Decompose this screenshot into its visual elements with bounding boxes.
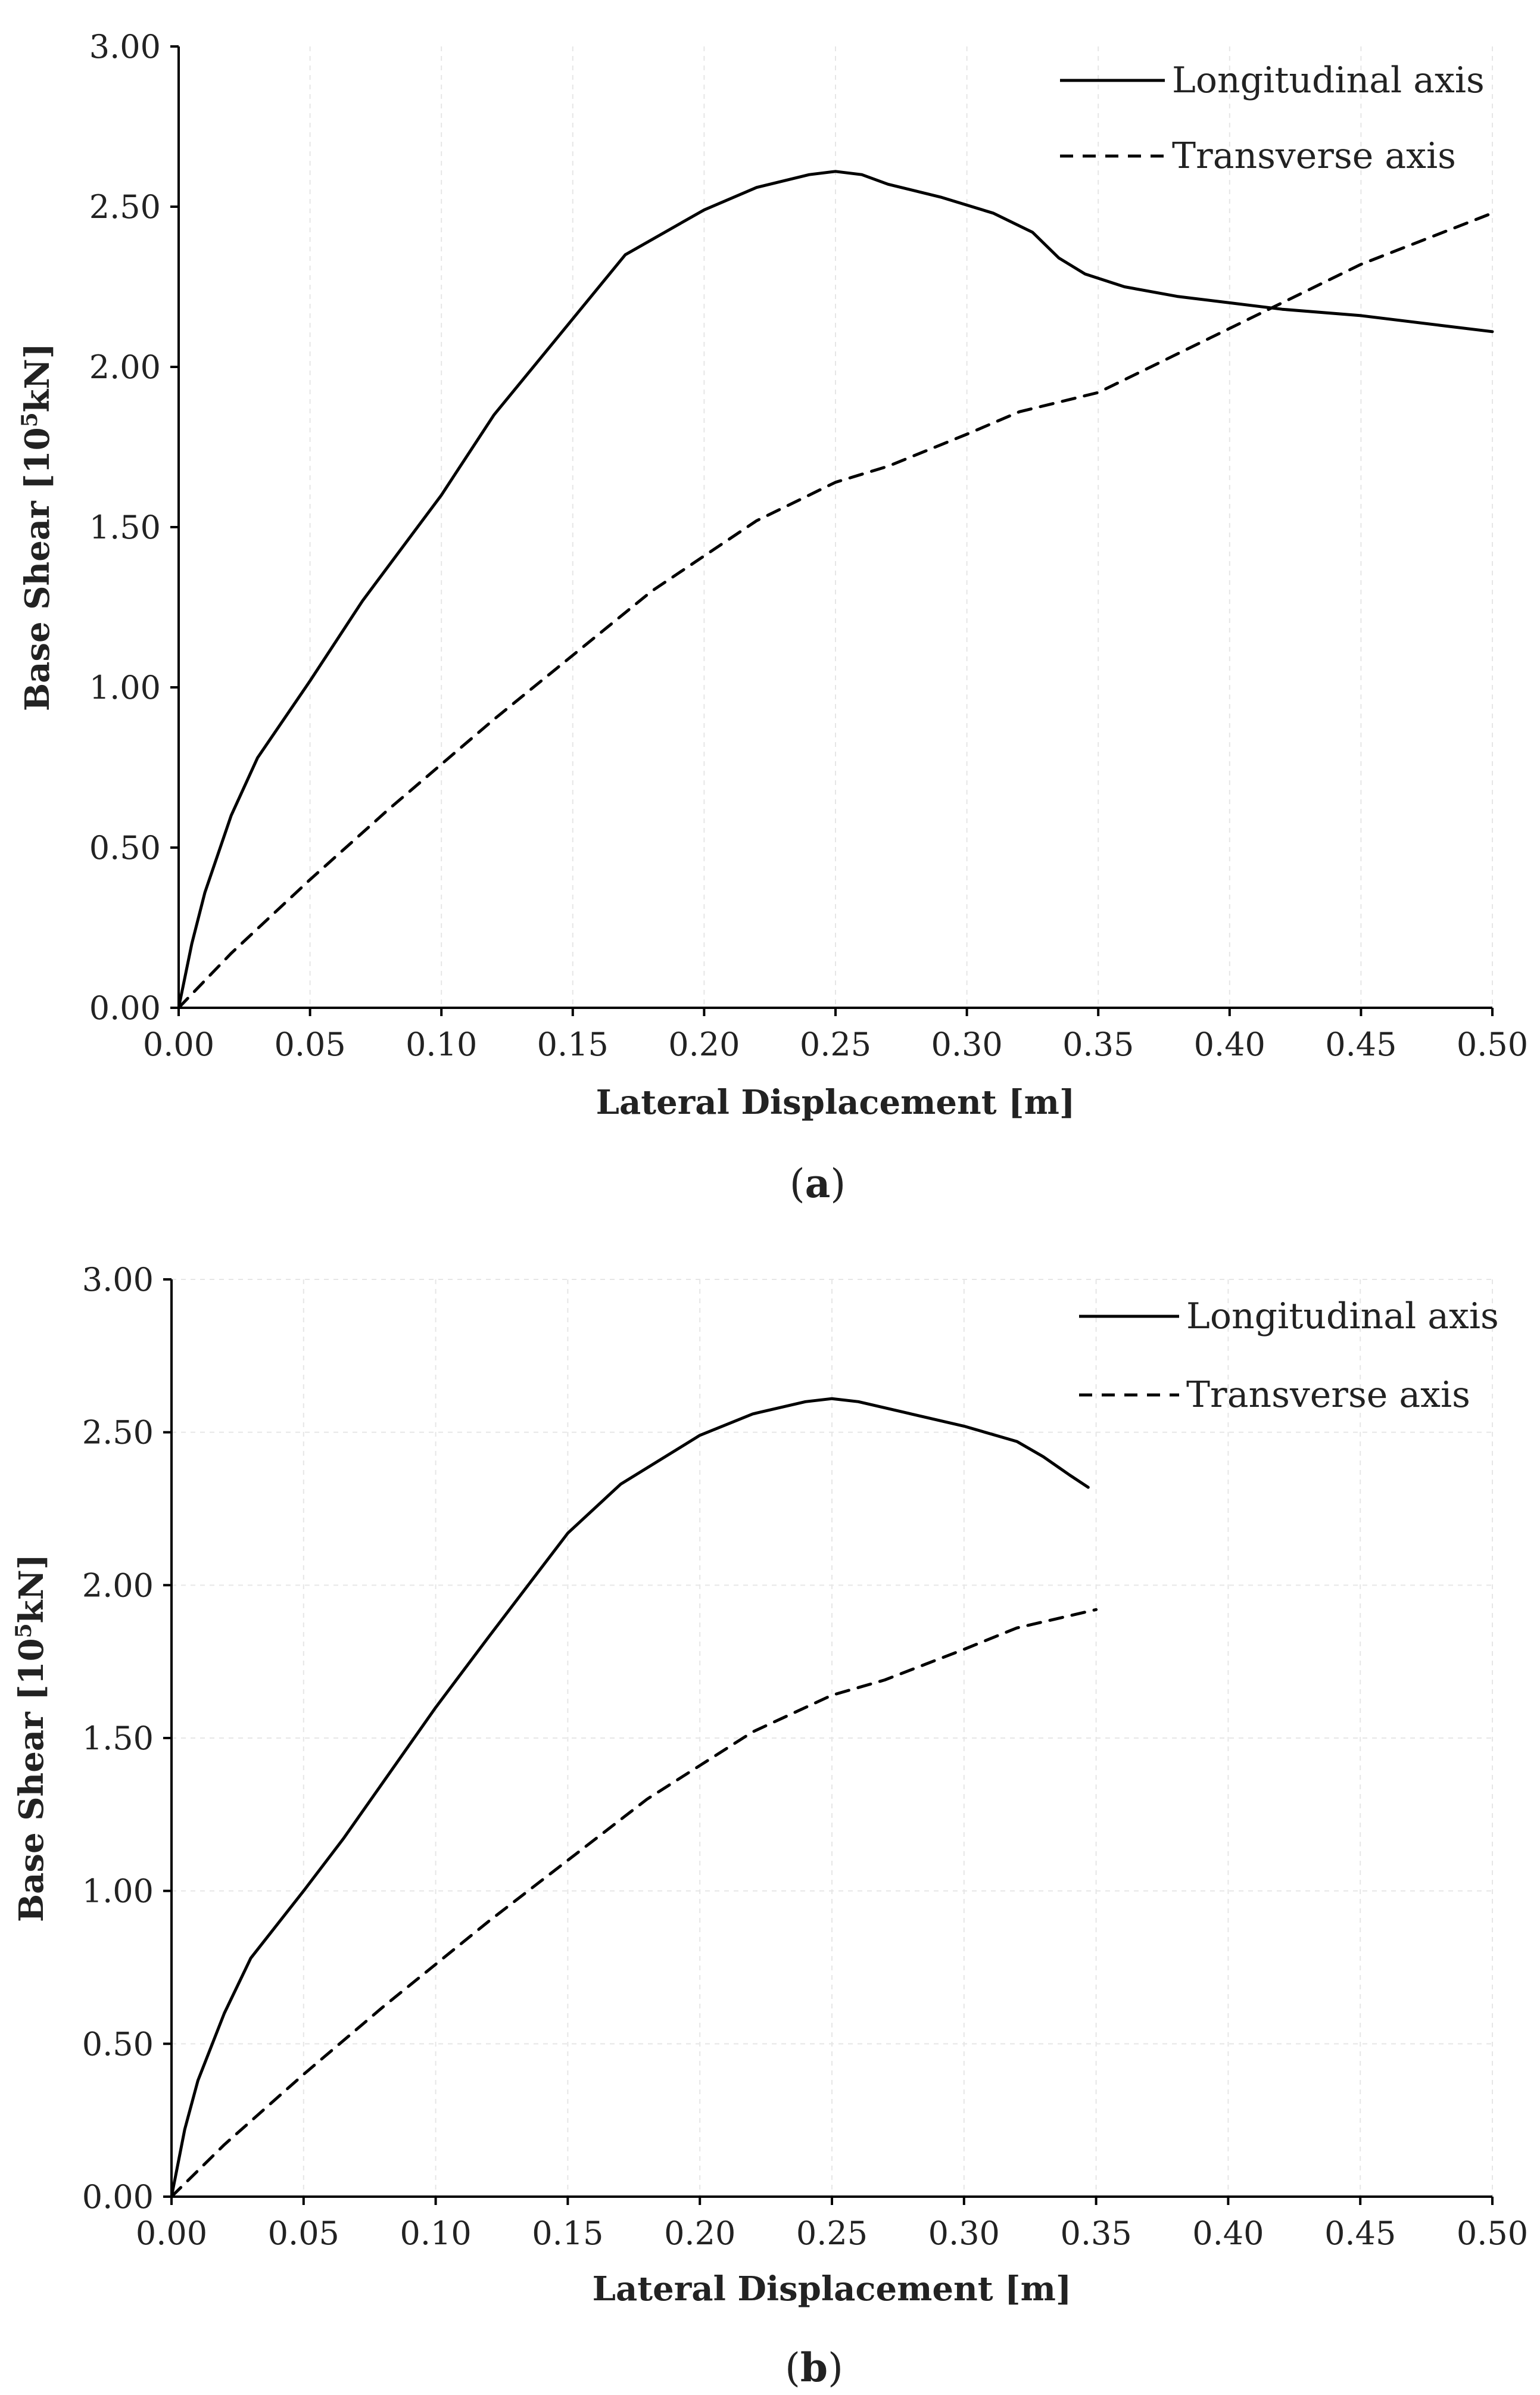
x-tick-label: 0.50	[1457, 1026, 1528, 1063]
legend-label: Transverse axis	[1172, 135, 1456, 177]
panel-caption: (b)	[785, 2344, 843, 2391]
chart-panel-b: 0.00 0.05 0.10 0.15 0.20 0.25 0.30 0.35 0.40 0.45…	[11, 1261, 1528, 2391]
x-tick-label: 0.35	[1060, 2215, 1131, 2252]
series-line-longitudinal-axis	[170, 1397, 1090, 2198]
x-tick-label: 0.30	[931, 1026, 1002, 1063]
y-tick-label: 0.50	[89, 829, 161, 867]
x-axis-title: Lateral Displacement [m]	[593, 2269, 1072, 2309]
caption-paren-open: (	[790, 1161, 805, 1207]
caption-letter: a	[805, 1160, 831, 1207]
x-tick-label: 0.00	[136, 2215, 207, 2252]
caption-paren-close: )	[830, 1161, 846, 1207]
legend-label: Transverse axis	[1186, 1374, 1470, 1416]
y-axis-title: Base Shear [105kN]	[11, 1554, 51, 1922]
y-tick-label: 1.50	[82, 1720, 154, 1757]
legend-label: Longitudinal axis	[1172, 60, 1485, 101]
x-tick-label: 0.15	[537, 1026, 609, 1063]
x-tick-label: 0.15	[532, 2215, 603, 2252]
y-axis-title-main: Base Shear [10	[18, 427, 57, 711]
y-tick-label: 2.00	[89, 348, 161, 386]
series-line-longitudinal-axis	[177, 170, 1494, 1010]
x-tick-label: 0.05	[268, 2215, 339, 2252]
x-tick-label: 0.25	[800, 1026, 871, 1063]
x-tick-label: 0.30	[928, 2215, 1000, 2252]
y-axis-title-tail: kN]	[12, 1554, 51, 1623]
legend: Longitudinal axis Transverse axis	[1079, 1295, 1499, 1416]
y-tick-label: 3.00	[82, 1261, 154, 1298]
x-tick-label: 0.50	[1457, 2215, 1528, 2252]
caption-letter: b	[800, 2344, 828, 2391]
grid	[309, 46, 1493, 1008]
grid	[172, 1279, 1493, 2197]
y-tick-label: 2.00	[82, 1566, 154, 1604]
x-tick-label: 0.45	[1324, 2215, 1396, 2252]
x-tick-label: 0.25	[796, 2215, 868, 2252]
y-tick-label: 0.00	[89, 989, 161, 1027]
x-tick-label: 0.05	[274, 1026, 345, 1063]
chart-panel-a: 0.00 0.05 0.10 0.15 0.20 0.25 0.30 0.35 0.40 0.45…	[17, 28, 1528, 1207]
x-tick-label: 0.10	[400, 2215, 471, 2252]
x-tick-label: 0.40	[1194, 1026, 1265, 1063]
x-tick-label: 0.35	[1062, 1026, 1134, 1063]
y-tick-label: 3.00	[89, 28, 161, 66]
x-tick-label: 0.45	[1325, 1026, 1396, 1063]
legend: Longitudinal axis Transverse axis	[1060, 60, 1485, 177]
x-tick-label: 0.20	[668, 1026, 740, 1063]
panel-caption: (a)	[790, 1160, 846, 1207]
y-axis-title-main: Base Shear [10	[12, 1638, 51, 1922]
y-axis-title: Base Shear [105kN]	[17, 343, 57, 711]
series-line-transverse-axis	[170, 1608, 1098, 2198]
series-line-transverse-axis	[177, 211, 1494, 1010]
y-tick-label: 2.50	[82, 1414, 154, 1452]
y-axis-title-tail: kN]	[18, 343, 57, 412]
x-tick-label: 0.10	[406, 1026, 477, 1063]
y-tick-label: 0.50	[82, 2025, 154, 2063]
y-axis-title-sup: 5	[17, 412, 42, 427]
y-tick-label: 2.50	[89, 188, 161, 226]
caption-paren-close: )	[828, 2345, 843, 2391]
y-tick-label: 1.50	[89, 509, 161, 546]
y-tick-label: 1.00	[82, 1873, 154, 1910]
x-axis-title: Lateral Displacement [m]	[596, 1083, 1075, 1122]
y-tick-label: 1.00	[89, 669, 161, 706]
x-tick-label: 0.00	[143, 1026, 214, 1063]
caption-paren-open: (	[785, 2345, 800, 2391]
x-tick-label: 0.40	[1192, 2215, 1264, 2252]
y-tick-label: 0.00	[82, 2178, 154, 2216]
legend-label: Longitudinal axis	[1186, 1295, 1499, 1337]
x-tick-label: 0.20	[664, 2215, 735, 2252]
y-axis-title-sup: 5	[11, 1623, 36, 1638]
